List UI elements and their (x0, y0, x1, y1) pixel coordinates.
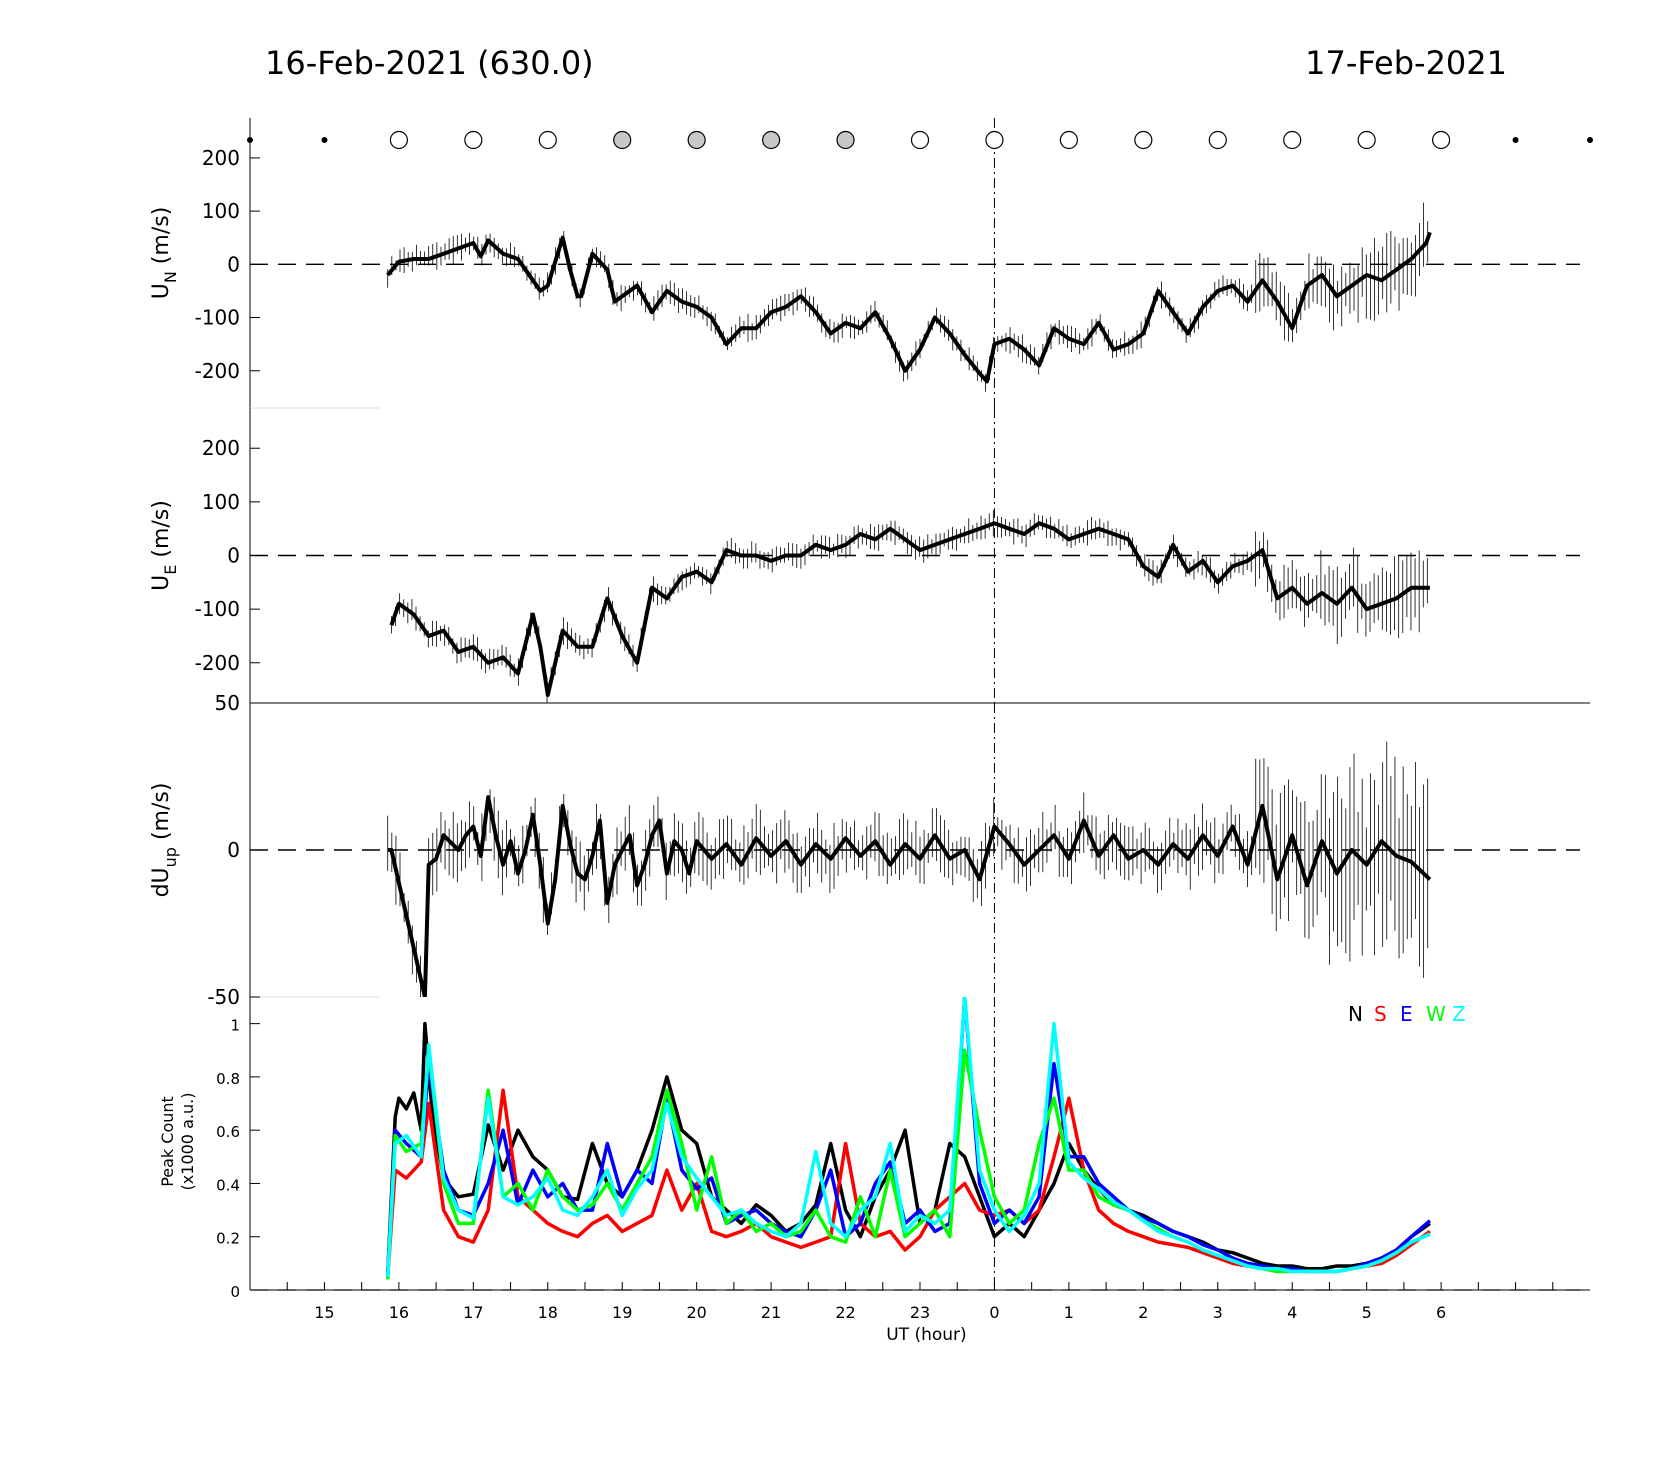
open-circle-marker (1432, 130, 1451, 150)
y-axis-label: dUup (m/s) (149, 783, 180, 898)
plot-area (387, 741, 1432, 997)
x-tick-label: 19 (612, 1303, 632, 1322)
dot-marker (1587, 137, 1593, 143)
x-tick-label: 22 (835, 1303, 855, 1322)
y-tick-label: 0 (227, 838, 240, 862)
x-tick-label: 16 (389, 1303, 409, 1322)
y-tick-label: 0.2 (216, 1230, 240, 1248)
panel-2: 200 100 0 -100 -200 UE (m/s) (149, 408, 1580, 704)
y-axis-label: Peak Count (158, 1096, 177, 1187)
open-circle-marker (1134, 130, 1153, 150)
dot-marker (1512, 137, 1519, 143)
grey-circle-marker (762, 130, 781, 150)
x-tick-label: 17 (463, 1303, 483, 1322)
dot-marker (321, 137, 328, 143)
plot-area (385, 997, 1432, 1280)
y-tick-label: 0.6 (216, 1123, 240, 1141)
x-tick-label: 21 (761, 1303, 781, 1322)
panel-3: 50 0 -50 dUup (m/s) (149, 691, 1590, 1009)
open-circle-marker (464, 130, 483, 150)
open-circle-marker (1357, 130, 1376, 150)
x-axis: 15 16 17 18 19 20 21 22 23 0 1 2 3 4 5 6UT (hour) (286, 1282, 1554, 1345)
x-tick-label: 23 (910, 1303, 930, 1322)
legend-entry-Z: Z (1452, 1002, 1466, 1026)
y-tick-label: 0.4 (216, 1176, 240, 1194)
plot-area (386, 202, 1432, 392)
y-tick-label: -50 (207, 985, 240, 1009)
y-tick-label: 0 (230, 1283, 240, 1301)
x-tick-label: 15 (314, 1303, 334, 1322)
series-line-wind (387, 795, 1432, 997)
y-tick-label: 0.8 (216, 1070, 240, 1088)
y-tick-label: 0 (227, 544, 240, 568)
grey-circle-marker (687, 130, 706, 150)
y-tick-label: 200 (202, 436, 240, 460)
series-line-Z (385, 997, 1431, 1277)
y-axis-label: UE (m/s) (149, 500, 180, 591)
x-tick-label: 4 (1287, 1303, 1297, 1322)
open-circle-marker (538, 130, 557, 150)
x-tick-label: 6 (1436, 1303, 1446, 1322)
open-circle-marker (1059, 130, 1078, 150)
cloud-indicators (247, 130, 1593, 150)
y-axis-label: UN (m/s) (149, 207, 180, 300)
panel-4: 1 0.8 0.6 0.4 0.2 0 Peak Count (x1000 a.u.) N S E W… (158, 997, 1590, 1301)
series-line-N (385, 1021, 1431, 1275)
end-date-title: 17-Feb-2021 (1305, 44, 1507, 82)
open-circle-marker (910, 130, 930, 150)
grey-circle-marker (613, 130, 632, 150)
grey-circle-marker (836, 130, 855, 150)
series-line-wind (386, 231, 1432, 384)
start-date-title: 16-Feb-2021 (630.0) (265, 44, 594, 82)
x-tick-label: 5 (1362, 1303, 1372, 1322)
y-tick-label: -100 (195, 597, 240, 621)
plot-area (389, 510, 1430, 703)
y-axis-label-unit: (x1000 a.u.) (178, 1093, 197, 1191)
y-tick-label: 50 (215, 691, 240, 715)
y-tick-label: 100 (202, 199, 240, 223)
y-tick-label: -200 (195, 359, 240, 383)
open-circle-marker (1208, 130, 1227, 150)
open-circle-marker (1283, 130, 1302, 150)
x-tick-label: 18 (538, 1303, 558, 1322)
x-tick-label: 1 (1064, 1303, 1074, 1322)
dot-marker (247, 137, 253, 143)
x-tick-label: 2 (1138, 1303, 1148, 1322)
y-tick-label: 1 (230, 1017, 240, 1035)
y-tick-label: -100 (195, 306, 240, 330)
series-line-wind (389, 521, 1430, 697)
y-tick-label: 0 (227, 252, 240, 276)
legend-entry-S: S (1374, 1002, 1387, 1026)
x-tick-label: 0 (989, 1303, 999, 1322)
legend-entry-E: E (1400, 1002, 1413, 1026)
y-tick-label: -200 (195, 651, 240, 675)
y-tick-label: 200 (202, 146, 240, 170)
panel-1: 200 100 0 -100 -200 UN (m/s) (149, 118, 1580, 409)
open-circle-marker (985, 130, 1004, 150)
legend-entry-W: W (1426, 1002, 1446, 1026)
x-tick-label: 3 (1213, 1303, 1223, 1322)
y-tick-label: 100 (202, 490, 240, 514)
legend-entry-N: N (1348, 1002, 1363, 1026)
x-tick-label: 20 (686, 1303, 706, 1322)
open-circle-marker (389, 130, 408, 150)
x-axis-label: UT (hour) (886, 1325, 966, 1345)
